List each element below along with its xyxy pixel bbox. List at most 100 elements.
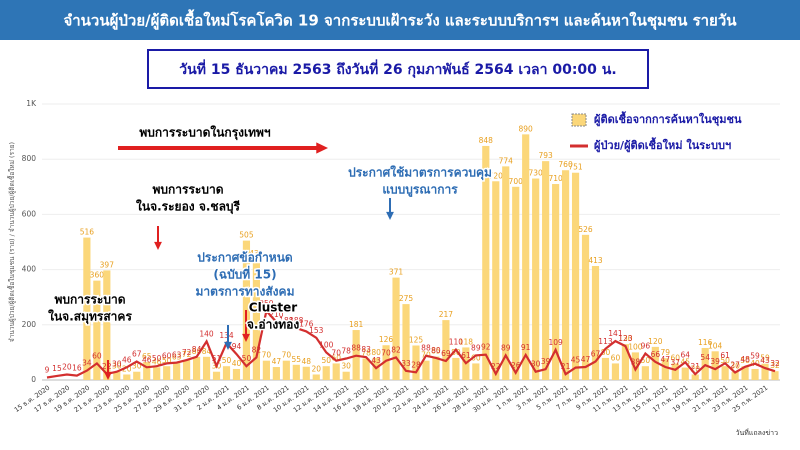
bar-value-label: 20 xyxy=(122,364,132,373)
bar-value-label: 70 xyxy=(282,351,292,360)
bar-value-label: 890 xyxy=(519,124,534,133)
line-value-label: 16 xyxy=(72,364,82,373)
line-value-label: 69 xyxy=(441,349,451,358)
annotation: พบการระบาด xyxy=(54,293,125,307)
bar xyxy=(512,186,520,380)
bar-value-label: 120 xyxy=(648,337,663,346)
bar-value-label: 181 xyxy=(349,320,364,329)
line-value-label: 67 xyxy=(132,350,142,359)
bar-value-label: 60 xyxy=(331,353,341,362)
line-value-label: 39 xyxy=(710,357,720,366)
y-axis-label: จำนวนผู้ป่วย/ผู้ติดเชื้อในชุมชน (ราย) / … xyxy=(7,142,16,342)
line-value-label: 100 xyxy=(319,340,334,349)
bar-value-label: 80 xyxy=(371,348,381,357)
bar-value-label: 72 xyxy=(182,350,192,359)
bar xyxy=(422,360,430,380)
line-value-label: 110 xyxy=(449,338,464,347)
bar xyxy=(312,374,320,380)
bar xyxy=(601,357,610,380)
bar xyxy=(522,134,530,380)
line-value-label: 9 xyxy=(45,366,50,375)
bar xyxy=(212,371,221,380)
bar-value-label: 751 xyxy=(568,163,583,172)
line-value-label: 176 xyxy=(299,319,314,328)
line-value-label: 89 xyxy=(501,343,511,352)
line-value-label: 59 xyxy=(750,352,760,361)
bar-value-label: 70 xyxy=(262,351,272,360)
bar xyxy=(591,266,600,380)
line-value-label: 46 xyxy=(142,355,152,364)
bar-value-label: 63 xyxy=(172,353,182,362)
bar xyxy=(362,358,370,380)
line-value-label: 89 xyxy=(471,343,481,352)
bar xyxy=(721,366,729,380)
line-value-label: 91 xyxy=(521,343,531,352)
line-value-label: 140 xyxy=(199,329,214,338)
bar xyxy=(731,371,739,380)
bar-value-label: 84 xyxy=(192,347,202,356)
bar-value-label: 130 xyxy=(618,334,633,343)
bar-value-label: 516 xyxy=(80,228,95,237)
bar xyxy=(262,360,270,380)
bar-value-label: 48 xyxy=(302,357,312,366)
line-value-label: 38 xyxy=(631,358,641,367)
bar xyxy=(192,356,201,380)
bar-value-label: 60 xyxy=(471,353,481,362)
line-value-label: 153 xyxy=(309,326,324,335)
annotation: พบการระบาดในกรุงเทพฯ xyxy=(139,125,271,141)
line-value-label: 88 xyxy=(421,344,431,353)
bar-value-label: 505 xyxy=(239,231,254,240)
line-value-label: 61 xyxy=(720,351,730,360)
bar xyxy=(621,344,630,380)
bar-value-label: 30 xyxy=(341,362,351,371)
annotation: จ.อ่างทอง xyxy=(247,318,300,332)
line-value-label: 188 xyxy=(279,316,294,325)
bar-value-label: 78 xyxy=(361,348,371,357)
bar-value-label: 40 xyxy=(232,359,242,368)
bar xyxy=(571,172,580,380)
annotation-arrowhead xyxy=(242,333,250,342)
line-value-label: 20 xyxy=(62,362,72,371)
line-value-label: 26 xyxy=(511,361,521,370)
bar xyxy=(492,181,500,380)
annotation: ในจ.ระยอง จ.ชลบุรี xyxy=(136,199,241,215)
bar xyxy=(392,277,400,380)
bar-value-label: 84 xyxy=(202,347,212,356)
bar-value-label: 397 xyxy=(100,260,115,269)
bar-value-label: 371 xyxy=(389,268,404,277)
bar-value-label: 85 xyxy=(431,347,441,356)
bar xyxy=(93,280,101,380)
bar xyxy=(561,170,570,380)
line-value-label: 109 xyxy=(548,338,563,347)
line-value-label: 15 xyxy=(52,364,62,373)
annotation-arrowhead xyxy=(316,142,328,154)
bar-value-label: 32 xyxy=(770,361,780,370)
bar xyxy=(302,366,310,380)
bar-value-label: 50 xyxy=(641,356,651,365)
line-value-label: 21 xyxy=(561,362,571,371)
line-value-label: 50 xyxy=(152,354,162,363)
bar xyxy=(382,345,390,380)
bar xyxy=(173,362,181,380)
bar-value-label: 413 xyxy=(588,256,603,265)
line-value-label: 80 xyxy=(431,346,441,355)
bar-value-label: 30 xyxy=(132,362,142,371)
annotation: Cluster xyxy=(249,301,297,315)
line-value-label: 82 xyxy=(252,345,262,354)
bar-value-label: 439 xyxy=(249,249,264,258)
line-value-label: 60 xyxy=(92,351,102,360)
bar-value-label: 46 xyxy=(152,357,162,366)
bar xyxy=(83,237,91,380)
annotation: ประกาศข้อกำหนด xyxy=(197,251,293,265)
line-value-label: 78 xyxy=(341,346,351,355)
line-value-label: 94 xyxy=(232,342,242,351)
bar-value-label: 116 xyxy=(698,338,713,347)
line-value-label: 34 xyxy=(82,359,92,368)
y-tick-label: 0 xyxy=(31,375,36,384)
bar xyxy=(332,363,340,380)
line-value-label: 88 xyxy=(351,344,361,353)
bar xyxy=(143,362,151,380)
bar-value-label: 47 xyxy=(272,357,282,366)
bar xyxy=(711,351,719,380)
bar-value-label: 700 xyxy=(509,177,524,186)
